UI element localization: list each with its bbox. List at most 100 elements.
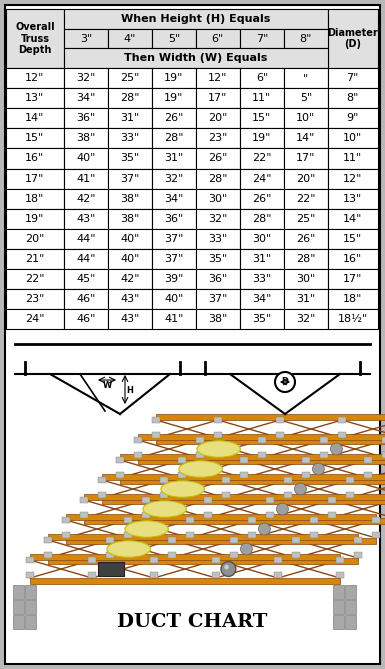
Bar bbox=[328, 497, 336, 503]
Bar bbox=[214, 432, 222, 438]
Bar bbox=[97, 563, 124, 575]
Bar bbox=[258, 437, 266, 443]
Bar bbox=[204, 512, 212, 518]
Bar bbox=[284, 269, 328, 289]
Bar bbox=[338, 432, 346, 438]
Bar bbox=[240, 189, 284, 209]
Bar bbox=[276, 432, 284, 438]
Bar bbox=[178, 472, 186, 478]
Bar bbox=[240, 149, 284, 169]
Bar bbox=[196, 209, 240, 229]
Bar bbox=[258, 452, 266, 458]
Bar bbox=[134, 452, 142, 458]
Text: 20": 20" bbox=[296, 173, 316, 183]
Bar bbox=[328, 68, 378, 88]
Bar bbox=[196, 169, 240, 189]
Bar bbox=[25, 615, 36, 629]
Bar bbox=[64, 68, 108, 88]
Bar bbox=[382, 452, 385, 458]
Bar bbox=[240, 309, 284, 329]
Bar bbox=[196, 88, 240, 108]
Bar bbox=[320, 452, 328, 458]
Bar bbox=[212, 557, 220, 563]
Bar bbox=[6, 128, 64, 149]
Text: 18": 18" bbox=[25, 193, 45, 203]
Text: 32": 32" bbox=[296, 314, 316, 324]
Bar bbox=[13, 600, 24, 614]
Bar bbox=[142, 497, 150, 503]
Bar bbox=[152, 128, 196, 149]
Bar bbox=[266, 512, 274, 518]
Bar bbox=[84, 494, 385, 500]
Bar bbox=[64, 9, 328, 29]
Bar bbox=[152, 249, 196, 269]
Text: 38": 38" bbox=[76, 133, 95, 143]
Bar bbox=[26, 557, 34, 563]
Text: 12": 12" bbox=[25, 73, 45, 83]
Text: 33": 33" bbox=[208, 233, 228, 244]
Bar bbox=[116, 457, 124, 463]
Bar bbox=[152, 88, 196, 108]
Text: 43": 43" bbox=[76, 213, 95, 223]
Bar bbox=[196, 149, 240, 169]
Bar bbox=[64, 309, 108, 329]
Bar bbox=[156, 414, 385, 420]
Text: 39": 39" bbox=[164, 274, 184, 284]
Text: 37": 37" bbox=[208, 294, 228, 304]
Bar bbox=[240, 472, 248, 478]
Bar bbox=[6, 169, 64, 189]
Circle shape bbox=[330, 443, 342, 455]
Ellipse shape bbox=[179, 461, 222, 477]
Text: 19": 19" bbox=[252, 133, 271, 143]
Text: 20": 20" bbox=[208, 113, 228, 123]
Bar bbox=[248, 532, 256, 538]
Bar bbox=[25, 585, 36, 599]
Bar bbox=[284, 68, 328, 88]
Text: 4": 4" bbox=[124, 33, 136, 43]
Text: 17": 17" bbox=[25, 173, 45, 183]
Bar bbox=[204, 497, 212, 503]
Text: 36": 36" bbox=[208, 274, 228, 284]
Bar bbox=[64, 249, 108, 269]
Text: 13": 13" bbox=[25, 93, 45, 103]
Bar bbox=[152, 432, 160, 438]
Text: 17": 17" bbox=[208, 93, 228, 103]
Bar bbox=[102, 474, 385, 480]
Bar bbox=[26, 572, 34, 578]
Bar bbox=[284, 309, 328, 329]
Bar bbox=[284, 249, 328, 269]
Bar bbox=[124, 517, 132, 523]
Bar bbox=[328, 108, 378, 128]
Bar bbox=[240, 457, 248, 463]
Bar bbox=[66, 514, 376, 520]
Text: 18½": 18½" bbox=[338, 314, 368, 324]
Bar bbox=[108, 289, 152, 309]
Text: 31": 31" bbox=[296, 294, 316, 304]
Bar bbox=[292, 537, 300, 543]
Text: 20": 20" bbox=[25, 233, 45, 244]
Circle shape bbox=[276, 503, 288, 515]
Text: 36": 36" bbox=[76, 113, 95, 123]
Text: 45": 45" bbox=[76, 274, 95, 284]
Bar bbox=[152, 189, 196, 209]
Text: 22": 22" bbox=[252, 153, 272, 163]
Text: 18": 18" bbox=[343, 294, 362, 304]
Bar bbox=[64, 189, 108, 209]
Bar bbox=[98, 492, 106, 498]
Bar bbox=[284, 289, 328, 309]
Bar bbox=[108, 189, 152, 209]
Bar bbox=[168, 537, 176, 543]
Text: 12": 12" bbox=[208, 73, 228, 83]
Text: 46": 46" bbox=[76, 294, 95, 304]
Text: 35": 35" bbox=[252, 314, 271, 324]
Bar bbox=[152, 108, 196, 128]
Text: 26": 26" bbox=[164, 113, 184, 123]
Bar bbox=[6, 88, 64, 108]
Bar bbox=[196, 189, 240, 209]
Bar bbox=[302, 472, 310, 478]
Bar bbox=[108, 209, 152, 229]
Bar bbox=[88, 557, 96, 563]
Bar bbox=[364, 457, 372, 463]
Text: 14": 14" bbox=[343, 213, 362, 223]
Bar bbox=[6, 269, 64, 289]
